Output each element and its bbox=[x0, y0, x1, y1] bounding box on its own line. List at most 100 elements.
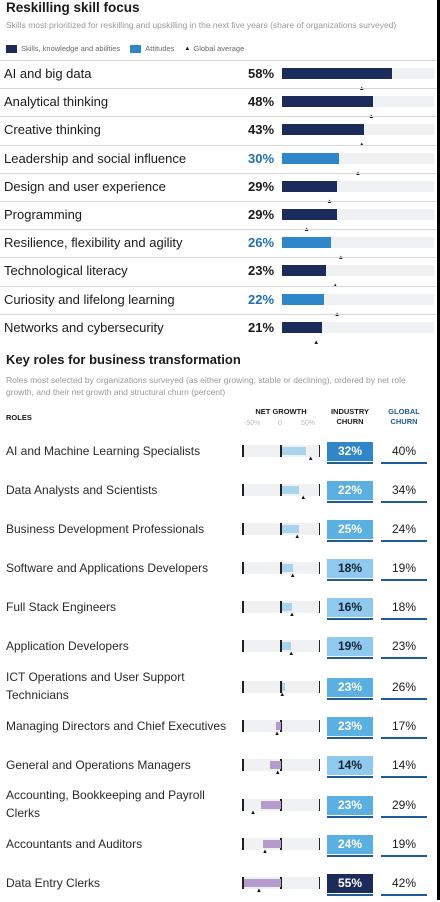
net-growth-bar bbox=[282, 486, 299, 494]
role-label: Business Development Professionals bbox=[6, 522, 205, 536]
roles-title: Key roles for business transformation bbox=[6, 352, 241, 367]
table-row: Application Developers ▲ 19% 23% bbox=[0, 635, 437, 665]
axis-edge-left bbox=[242, 681, 244, 693]
net-growth-axis: ▲ bbox=[242, 601, 320, 618]
net-growth-axis: ▲ bbox=[242, 681, 320, 698]
role-label: Data Entry Clerks bbox=[6, 876, 101, 890]
industry-churn-underline bbox=[327, 501, 373, 503]
global-net-growth-marker: ▲ bbox=[250, 810, 256, 816]
axis-edge-left bbox=[242, 799, 244, 811]
skill-row: AI and big data 58% ▲ bbox=[0, 60, 437, 92]
global-churn-underline bbox=[381, 776, 427, 778]
skill-track: ▲ bbox=[282, 265, 434, 289]
table-row: Data Entry Clerks ▲ 55% 42% bbox=[0, 872, 437, 902]
global-churn-underline bbox=[381, 618, 427, 620]
legend-global-label: Global average bbox=[193, 44, 245, 53]
skill-bar bbox=[282, 293, 324, 305]
net-growth-axis: ▲ bbox=[242, 799, 320, 816]
row-divider bbox=[0, 313, 437, 315]
col-net-growth-header: NET GROWTH bbox=[255, 407, 307, 416]
axis-edge-left bbox=[242, 640, 244, 652]
net-growth-bar bbox=[282, 525, 299, 533]
global-churn-underline bbox=[381, 462, 427, 464]
role-label: Data Analysts and Scientists bbox=[6, 483, 158, 497]
global-churn-underline bbox=[381, 894, 427, 896]
frame-edge bbox=[437, 0, 440, 900]
global-net-growth-marker: ▲ bbox=[288, 651, 295, 657]
skill-row: Creative thinking 43% ▲ bbox=[0, 116, 437, 148]
axis-edge-right bbox=[318, 759, 320, 771]
role-label: Managing Directors and Chief Executives bbox=[6, 719, 227, 733]
axis-edge-right bbox=[318, 523, 320, 535]
industry-churn-underline bbox=[327, 579, 373, 581]
skill-label: Resilience, flexibility and agility bbox=[4, 235, 183, 251]
global-net-growth-marker: ▲ bbox=[279, 692, 286, 698]
axis-edge-right bbox=[318, 445, 320, 457]
skill-bar bbox=[282, 321, 322, 333]
row-divider bbox=[0, 116, 437, 118]
net-growth-bar bbox=[282, 683, 285, 691]
global-net-growth-marker: ▲ bbox=[274, 770, 281, 776]
global-churn-underline bbox=[381, 657, 427, 659]
table-row: General and Operations Managers ▲ 14% 14% bbox=[0, 754, 437, 784]
global-churn-value: 14% bbox=[391, 758, 417, 772]
axis-edge-right bbox=[318, 601, 320, 613]
skill-track: ▲ bbox=[282, 152, 434, 177]
skill-track: ▲ bbox=[282, 124, 434, 148]
axis-zero-line bbox=[280, 640, 282, 652]
skill-label: Leadership and social influence bbox=[4, 150, 187, 166]
global-net-growth-marker: ▲ bbox=[262, 849, 268, 855]
skill-row: Design and user experience 29% ▲ bbox=[0, 172, 437, 205]
role-label: Application Developers bbox=[6, 639, 129, 653]
role-label: Software and Applications Developers bbox=[6, 561, 209, 575]
global-net-growth-marker: ▲ bbox=[289, 573, 296, 579]
axis-edge-right bbox=[318, 484, 320, 496]
axis-edge-right bbox=[318, 838, 320, 850]
table-row: Full Stack Engineers ▲ 16% 18% bbox=[0, 596, 437, 626]
role-label: General and Operations Managers bbox=[6, 758, 191, 772]
net-growth-axis: ▲ bbox=[242, 523, 320, 540]
legend-global: ▲ Global average bbox=[184, 44, 244, 53]
net-growth-axis: ▲ bbox=[242, 445, 320, 462]
industry-churn-underline bbox=[327, 540, 373, 542]
axis-edge-left bbox=[242, 720, 244, 732]
net-growth-bar bbox=[275, 722, 281, 730]
skill-bar bbox=[282, 68, 393, 79]
net-growth-bar bbox=[262, 840, 281, 848]
axis-zero-line bbox=[280, 484, 282, 496]
axis-zero-line bbox=[280, 799, 282, 811]
industry-churn-underline bbox=[327, 462, 373, 464]
skill-row: Technological literacy 23% ▲ bbox=[0, 257, 437, 289]
net-growth-bar bbox=[244, 879, 281, 887]
global-churn-value: 19% bbox=[391, 837, 417, 851]
skill-track: ▲ bbox=[282, 180, 434, 205]
axis-zero-line bbox=[280, 523, 282, 535]
table-row: ICT Operations and User Support Technici… bbox=[0, 668, 437, 702]
net-growth-axis: ▲ bbox=[242, 562, 320, 579]
axis-edge-left bbox=[242, 484, 244, 496]
global-churn-value: 29% bbox=[391, 798, 417, 812]
tick-zero: 0 bbox=[278, 420, 282, 427]
skill-track: ▲ bbox=[282, 209, 434, 233]
global-churn-value: 24% bbox=[391, 522, 417, 536]
net-growth-bar bbox=[282, 603, 292, 611]
industry-churn-underline bbox=[327, 657, 373, 659]
axis-edge-left bbox=[242, 601, 244, 613]
net-growth-axis: ▲ bbox=[242, 759, 320, 776]
triangle-icon: ▲ bbox=[184, 45, 191, 52]
net-growth-bar bbox=[269, 761, 281, 769]
skill-value-label: 29% bbox=[248, 207, 275, 222]
table-row: Accounting, Bookkeeping and Payroll Cler… bbox=[0, 786, 437, 820]
skill-row: Programming 29% ▲ bbox=[0, 201, 437, 233]
global-churn-value: 17% bbox=[391, 719, 417, 733]
row-divider bbox=[0, 60, 437, 61]
axis-edge-right bbox=[318, 562, 320, 574]
skill-value-label: 22% bbox=[248, 291, 275, 307]
legend-skills-swatch bbox=[6, 44, 17, 53]
col-global-churn-header: GLOBAL CHURN bbox=[388, 407, 420, 426]
axis-edge-right bbox=[318, 640, 320, 652]
table-row: Data Analysts and Scientists ▲ 22% 34% bbox=[0, 479, 437, 509]
skill-bar bbox=[282, 237, 332, 249]
industry-churn-value: 16% bbox=[327, 598, 373, 617]
row-divider bbox=[0, 229, 437, 231]
